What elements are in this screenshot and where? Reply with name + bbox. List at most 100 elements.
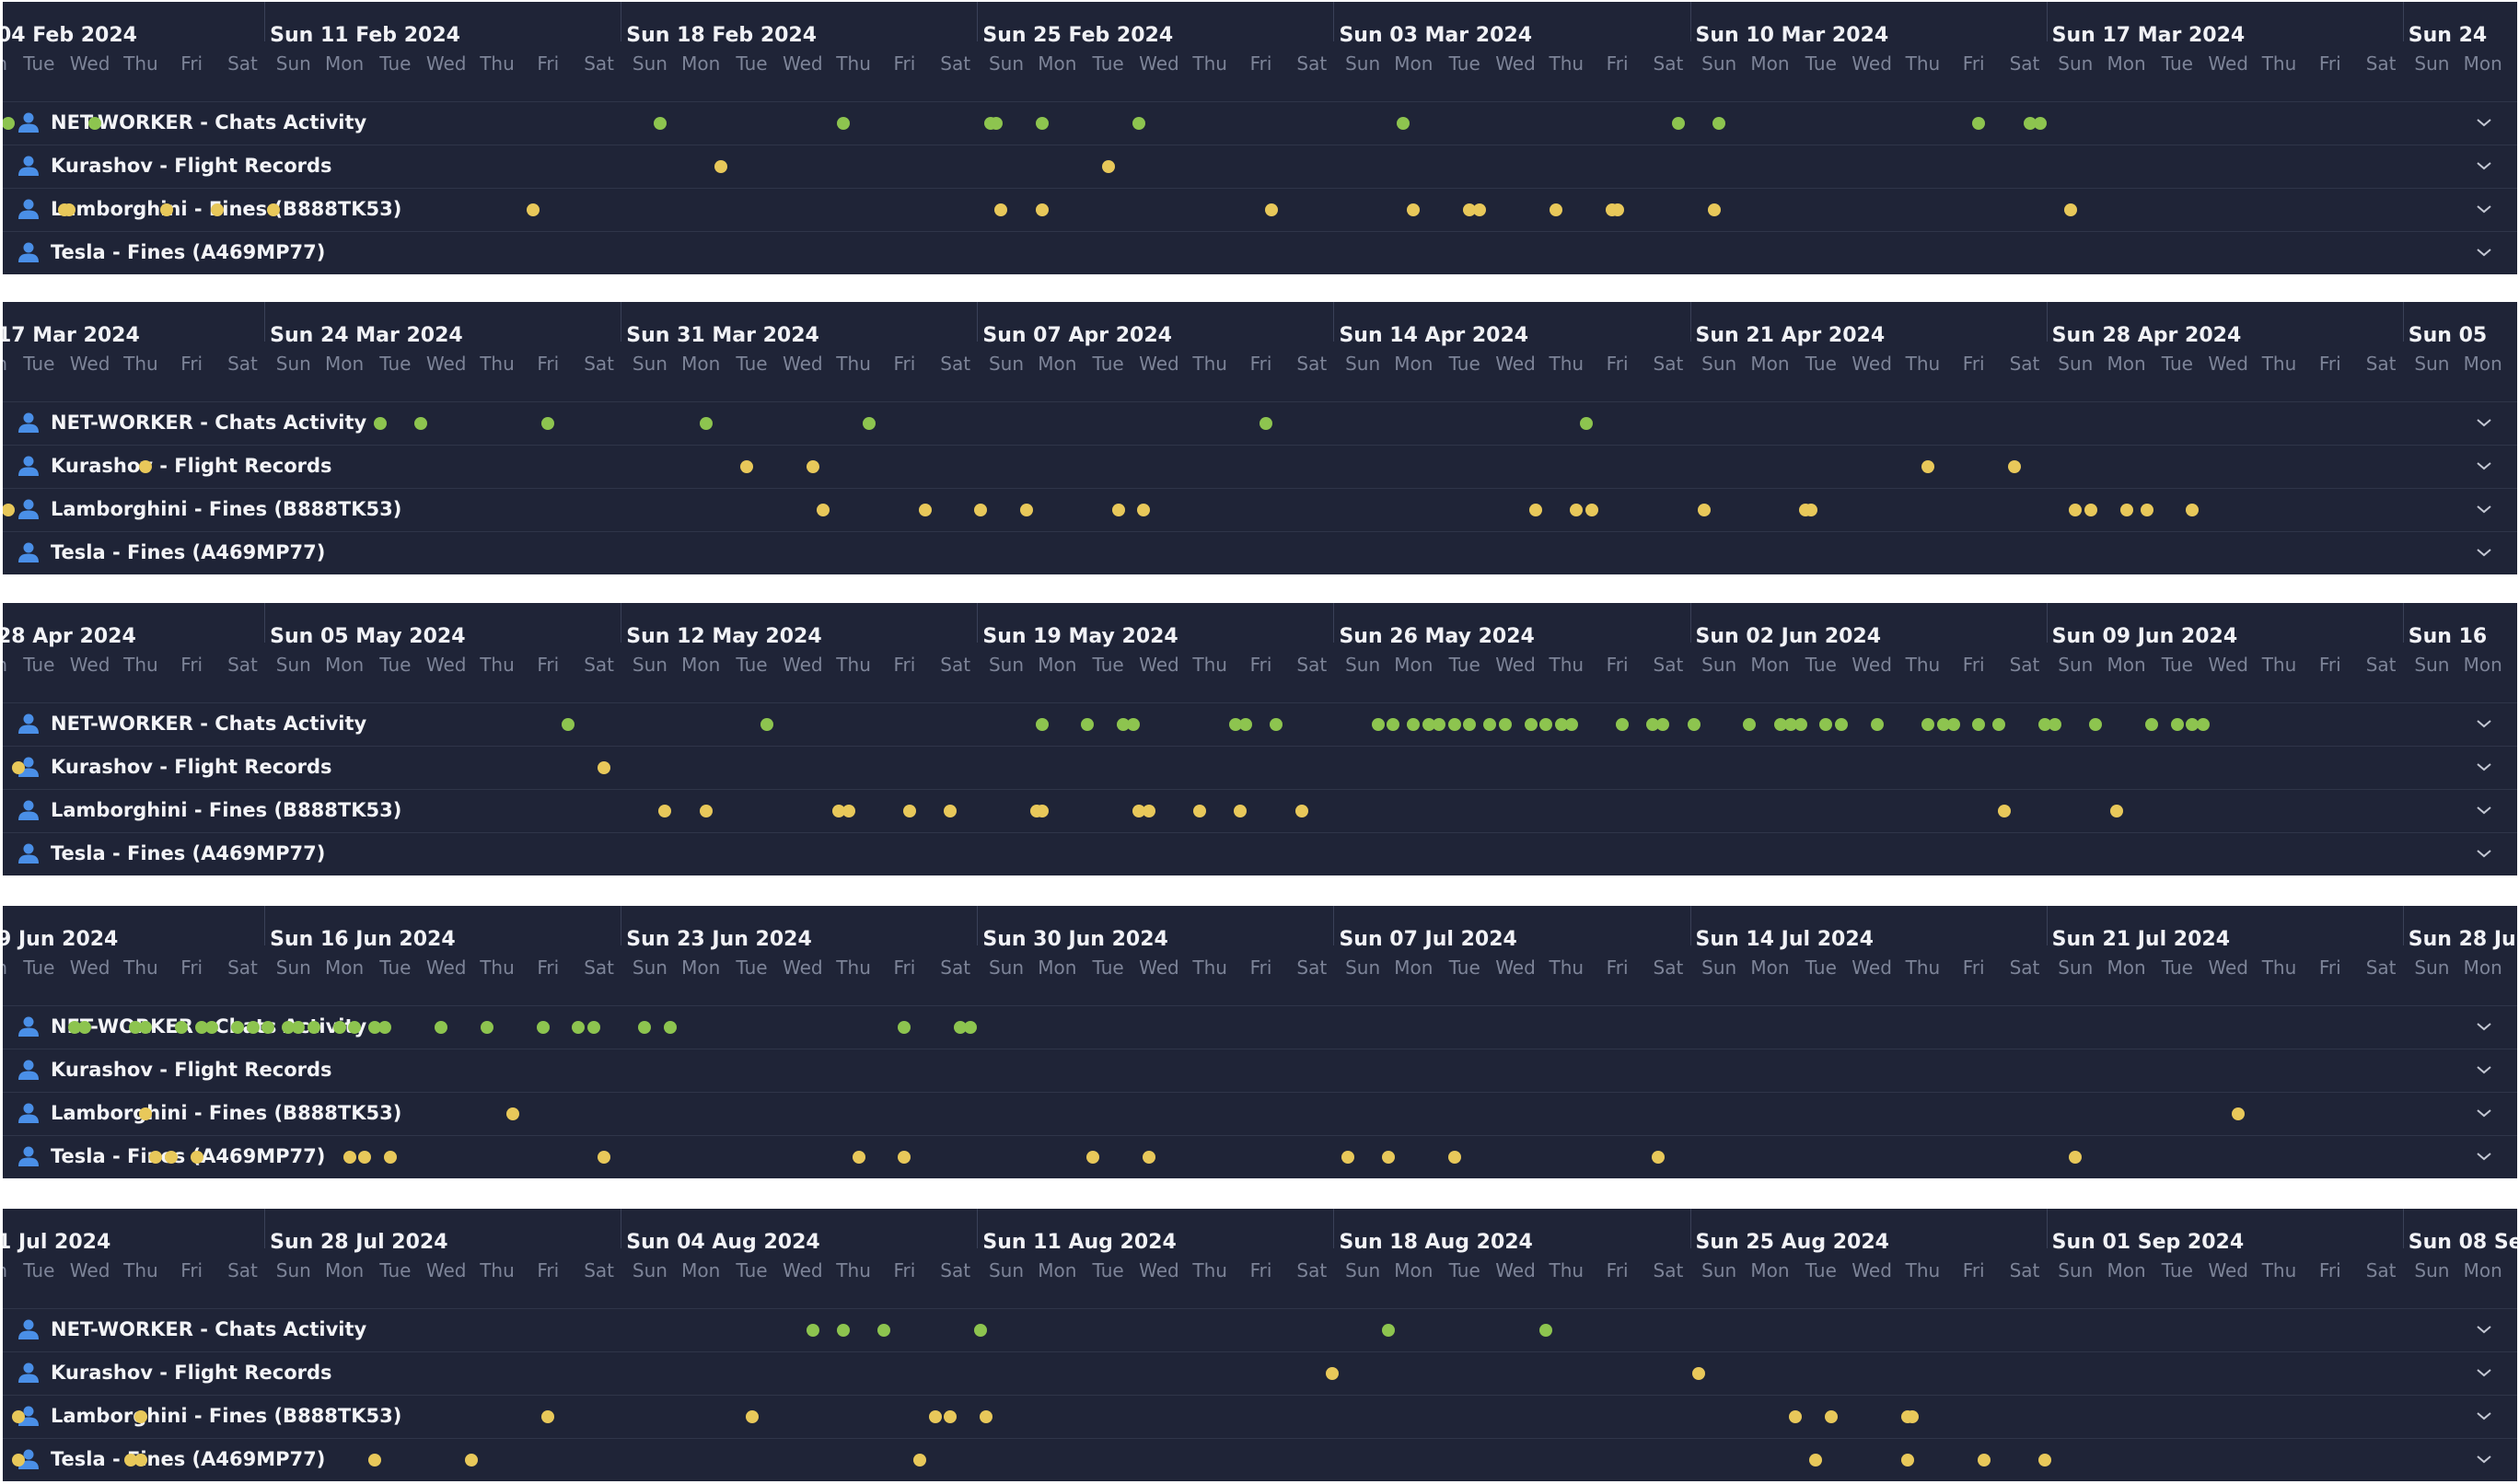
event-dot[interactable] bbox=[1264, 203, 1278, 216]
event-dot[interactable] bbox=[1570, 504, 1584, 516]
event-dot[interactable] bbox=[1834, 718, 1848, 731]
event-dot[interactable] bbox=[831, 805, 845, 817]
chevron-down-icon[interactable] bbox=[2475, 1104, 2493, 1122]
event-dot[interactable] bbox=[562, 718, 575, 731]
event-dot[interactable] bbox=[2038, 718, 2052, 731]
event-dot[interactable] bbox=[332, 1021, 346, 1034]
event-dot[interactable] bbox=[2186, 718, 2200, 731]
timeline-row[interactable]: Lamborghini - Fines (B888TK53) bbox=[3, 1092, 2517, 1136]
event-dot[interactable] bbox=[368, 1454, 382, 1467]
event-dot[interactable] bbox=[739, 460, 753, 473]
chevron-down-icon[interactable] bbox=[2475, 1017, 2493, 1036]
chevron-down-icon[interactable] bbox=[2475, 1061, 2493, 1079]
event-dot[interactable] bbox=[912, 1454, 926, 1467]
event-dot[interactable] bbox=[2140, 504, 2153, 516]
event-dot[interactable] bbox=[964, 1021, 978, 1034]
chevron-down-icon[interactable] bbox=[2475, 243, 2493, 261]
event-dot[interactable] bbox=[1809, 1454, 1823, 1467]
event-dot[interactable] bbox=[745, 1410, 759, 1423]
event-dot[interactable] bbox=[898, 1021, 911, 1034]
event-dot[interactable] bbox=[129, 1021, 143, 1034]
event-dot[interactable] bbox=[1972, 718, 1986, 731]
event-dot[interactable] bbox=[465, 1454, 479, 1467]
event-dot[interactable] bbox=[1397, 117, 1410, 130]
event-dot[interactable] bbox=[348, 1021, 362, 1034]
event-dot[interactable] bbox=[536, 1021, 550, 1034]
event-dot[interactable] bbox=[1035, 203, 1049, 216]
event-dot[interactable] bbox=[1789, 1410, 1803, 1423]
event-dot[interactable] bbox=[1081, 718, 1095, 731]
event-dot[interactable] bbox=[1447, 718, 1461, 731]
event-dot[interactable] bbox=[1564, 718, 1578, 731]
event-dot[interactable] bbox=[1692, 1367, 1706, 1380]
event-dot[interactable] bbox=[587, 1021, 601, 1034]
chevron-down-icon[interactable] bbox=[2475, 1363, 2493, 1382]
chevron-down-icon[interactable] bbox=[2475, 113, 2493, 132]
event-dot[interactable] bbox=[1524, 718, 1538, 731]
event-dot[interactable] bbox=[1671, 117, 1685, 130]
event-dot[interactable] bbox=[1101, 160, 1115, 173]
event-dot[interactable] bbox=[1483, 718, 1497, 731]
event-dot[interactable] bbox=[1529, 504, 1543, 516]
event-dot[interactable] bbox=[699, 805, 713, 817]
event-dot[interactable] bbox=[1585, 504, 1598, 516]
event-dot[interactable] bbox=[1783, 718, 1797, 731]
event-dot[interactable] bbox=[1020, 504, 1034, 516]
event-dot[interactable] bbox=[1132, 117, 1145, 130]
timeline-row[interactable]: Lamborghini - Fines (B888TK53) bbox=[3, 188, 2517, 232]
event-dot[interactable] bbox=[1463, 203, 1477, 216]
event-dot[interactable] bbox=[994, 203, 1008, 216]
event-dot[interactable] bbox=[1407, 718, 1421, 731]
event-dot[interactable] bbox=[1111, 504, 1125, 516]
event-dot[interactable] bbox=[12, 1410, 26, 1423]
timeline-row[interactable]: Lamborghini - Fines (B888TK53) bbox=[3, 488, 2517, 532]
event-dot[interactable] bbox=[230, 1021, 244, 1034]
event-dot[interactable] bbox=[2196, 718, 2210, 731]
event-dot[interactable] bbox=[88, 117, 102, 130]
event-dot[interactable] bbox=[1035, 805, 1049, 817]
event-dot[interactable] bbox=[653, 117, 667, 130]
event-dot[interactable] bbox=[1473, 203, 1487, 216]
event-dot[interactable] bbox=[1142, 805, 1155, 817]
event-dot[interactable] bbox=[1977, 1454, 1991, 1467]
event-dot[interactable] bbox=[806, 1324, 819, 1337]
event-dot[interactable] bbox=[2033, 117, 2047, 130]
event-dot[interactable] bbox=[1554, 718, 1568, 731]
event-dot[interactable] bbox=[2109, 805, 2123, 817]
chevron-down-icon[interactable] bbox=[2475, 200, 2493, 218]
event-dot[interactable] bbox=[1137, 504, 1151, 516]
chevron-down-icon[interactable] bbox=[2475, 801, 2493, 819]
event-dot[interactable] bbox=[541, 417, 555, 430]
timeline-row[interactable]: NET-WORKER - Chats Activity bbox=[3, 1308, 2517, 1352]
event-dot[interactable] bbox=[368, 1021, 382, 1034]
chevron-down-icon[interactable] bbox=[2475, 1450, 2493, 1468]
event-dot[interactable] bbox=[806, 460, 819, 473]
event-dot[interactable] bbox=[1142, 1151, 1155, 1164]
chevron-down-icon[interactable] bbox=[2475, 1147, 2493, 1165]
event-dot[interactable] bbox=[598, 761, 611, 774]
event-dot[interactable] bbox=[2023, 117, 2037, 130]
event-dot[interactable] bbox=[1819, 718, 1833, 731]
timeline-row[interactable]: Lamborghini - Fines (B888TK53) bbox=[3, 789, 2517, 833]
event-dot[interactable] bbox=[837, 1324, 851, 1337]
event-dot[interactable] bbox=[1992, 718, 2006, 731]
event-dot[interactable] bbox=[205, 1021, 219, 1034]
chevron-down-icon[interactable] bbox=[2475, 844, 2493, 863]
event-dot[interactable] bbox=[1132, 805, 1145, 817]
event-dot[interactable] bbox=[307, 1021, 320, 1034]
event-dot[interactable] bbox=[541, 1410, 555, 1423]
event-dot[interactable] bbox=[1371, 718, 1385, 731]
event-dot[interactable] bbox=[1656, 718, 1670, 731]
timeline-row[interactable]: Kurashov - Flight Records bbox=[3, 445, 2517, 489]
event-dot[interactable] bbox=[2170, 718, 2184, 731]
event-dot[interactable] bbox=[383, 1151, 397, 1164]
event-dot[interactable] bbox=[292, 1021, 306, 1034]
event-dot[interactable] bbox=[842, 805, 855, 817]
timeline-row[interactable]: Tesla - Fines (A469MP77) bbox=[3, 1135, 2517, 1178]
event-dot[interactable] bbox=[1086, 1151, 1099, 1164]
timeline-row[interactable]: NET-WORKER - Chats Activity bbox=[3, 1005, 2517, 1049]
event-dot[interactable] bbox=[1498, 718, 1512, 731]
event-dot[interactable] bbox=[1270, 718, 1283, 731]
event-dot[interactable] bbox=[2069, 504, 2083, 516]
timeline-row[interactable]: Tesla - Fines (A469MP77) bbox=[3, 231, 2517, 274]
